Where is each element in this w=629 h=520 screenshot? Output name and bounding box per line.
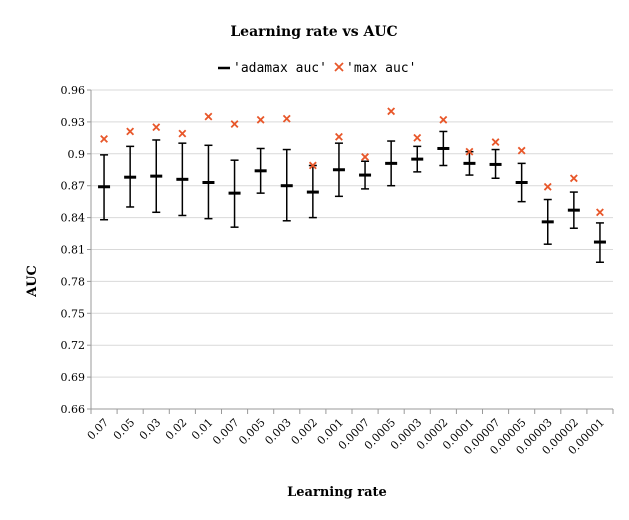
x-tick-label: 0.03: [137, 416, 164, 443]
y-tick-label: 0.72: [61, 339, 86, 352]
max-auc-point: [204, 112, 213, 121]
y-tick-label: 0.81: [61, 244, 86, 257]
max-auc-point: [361, 153, 369, 161]
x-tick-label: 0.007: [210, 416, 241, 447]
max-auc-point: [126, 127, 135, 136]
error-bars: [100, 130, 604, 264]
y-axis-ticks: 0.66 0.69 0.72 0.75 0.78 0.81 0.84 0.87 0.9 0.93 0…: [61, 84, 91, 416]
max-auc-point: [178, 129, 187, 138]
x-tick-label: 0.003: [262, 416, 293, 447]
max-auc-point: [543, 182, 552, 191]
max-auc-point: [100, 134, 108, 143]
legend: 'adamax auc' 'max auc': [218, 61, 416, 76]
max-auc-series: [100, 107, 604, 217]
x-tick-label: 0.07: [85, 416, 112, 443]
chart-title: Learning rate vs AUC: [230, 24, 397, 40]
y-tick-label: 0.96: [61, 84, 86, 97]
gridlines: [91, 89, 613, 378]
max-auc-point: [439, 115, 448, 124]
y-tick-label: 0.93: [61, 116, 86, 129]
x-axis-ticks: 0.07 0.05 0.03 0.02 0.010.0070.0050.0030.002…: [85, 409, 614, 457]
x-tick-label: 0.02: [163, 416, 190, 443]
max-auc-point: [335, 132, 343, 141]
max-auc-point: [152, 123, 161, 132]
max-auc-point: [230, 120, 239, 128]
legend-max-marker: [334, 62, 344, 72]
x-tick-label: 0.05: [111, 416, 138, 443]
y-tick-label: 0.69: [61, 371, 86, 384]
max-auc-point: [596, 208, 604, 217]
y-tick-label: 0.75: [61, 307, 86, 320]
y-tick-label: 0.66: [61, 403, 86, 416]
max-auc-point: [517, 146, 526, 155]
max-auc-point: [413, 133, 422, 142]
x-axis-label: Learning rate: [287, 485, 387, 500]
y-tick-label: 0.87: [61, 180, 86, 193]
max-auc-point: [256, 115, 265, 124]
y-axis-label: AUC: [25, 265, 40, 298]
y-tick-label: 0.84: [61, 212, 86, 225]
max-auc-point: [282, 114, 291, 123]
legend-max-label: 'max auc': [346, 61, 416, 76]
y-tick-label: 0.9: [68, 148, 86, 161]
y-tick-label: 0.78: [61, 275, 86, 288]
adamax-auc-series: [98, 146, 606, 244]
x-tick-label: 0.002: [289, 416, 320, 447]
max-auc-point: [465, 147, 474, 156]
max-auc-point: [308, 161, 317, 170]
max-auc-point: [491, 138, 500, 147]
max-auc-point: [569, 174, 578, 183]
max-auc-point: [387, 107, 396, 116]
legend-adamax-label: 'adamax auc': [233, 61, 327, 76]
x-tick-label: 0.005: [236, 416, 267, 447]
